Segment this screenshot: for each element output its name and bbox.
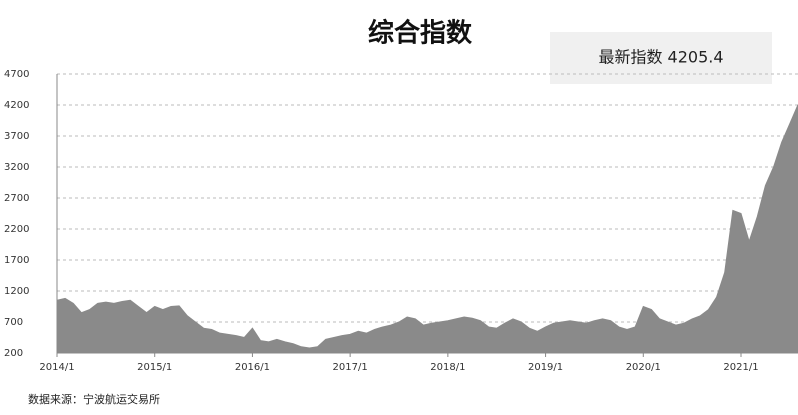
x-tick-label: 2016/1 <box>235 362 270 373</box>
chart-title: 综合指数 <box>368 18 473 49</box>
y-tick-label: 3200 <box>4 162 29 173</box>
y-tick-label: 3700 <box>4 131 29 142</box>
x-tick-label: 2017/1 <box>333 362 368 373</box>
y-tick-label: 200 <box>4 348 23 359</box>
annotation: 最新指数 4205.4 <box>598 48 723 67</box>
x-tick-label: 2015/1 <box>137 362 172 373</box>
y-tick-label: 2700 <box>4 193 29 204</box>
y-tick-label: 1700 <box>4 255 29 266</box>
x-tick-label: 2019/1 <box>528 362 563 373</box>
area <box>56 104 798 354</box>
y-tick-label: 2200 <box>4 224 29 235</box>
x-tick-label: 2021/1 <box>723 362 758 373</box>
annotation-box <box>550 32 772 84</box>
y-tick-label: 1200 <box>4 286 29 297</box>
x-tick-label: 2018/1 <box>430 362 465 373</box>
y-tick-label: 4200 <box>4 100 29 111</box>
source: 数据来源：宁波航运交易所 <box>28 392 160 406</box>
y-tick-label: 700 <box>4 317 23 328</box>
y-tick-label: 4700 <box>4 69 29 80</box>
x-tick-label: 2014/1 <box>39 362 74 373</box>
x-tick-label: 2020/1 <box>626 362 661 373</box>
